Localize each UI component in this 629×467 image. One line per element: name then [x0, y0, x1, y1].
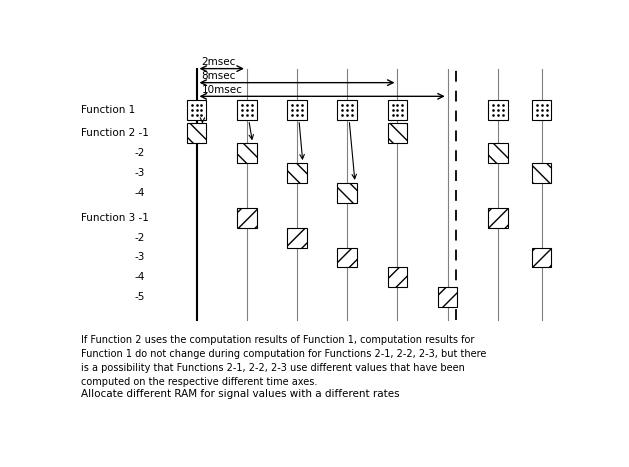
Text: 10msec: 10msec — [201, 85, 242, 94]
Bar — [287, 228, 307, 248]
Bar — [438, 287, 457, 307]
Text: Allocate different RAM for signal values with a different rates: Allocate different RAM for signal values… — [81, 389, 399, 399]
Bar — [488, 208, 508, 228]
Bar — [387, 100, 407, 120]
Text: If Function 2 uses the computation results of Function 1, computation results fo: If Function 2 uses the computation resul… — [81, 335, 486, 387]
Text: 2msec: 2msec — [201, 57, 236, 67]
Text: -4: -4 — [135, 272, 145, 282]
Bar — [387, 267, 407, 287]
Text: -3: -3 — [135, 168, 145, 178]
Bar — [287, 100, 307, 120]
Bar — [287, 163, 307, 183]
Text: -4: -4 — [135, 188, 145, 198]
Text: Function 1: Function 1 — [81, 105, 135, 115]
Bar — [532, 248, 552, 267]
Text: -2: -2 — [135, 233, 145, 243]
Bar — [237, 143, 257, 163]
Bar — [237, 208, 257, 228]
Text: Function 2 -1: Function 2 -1 — [81, 128, 149, 138]
Bar — [187, 100, 206, 120]
Bar — [338, 248, 357, 267]
Bar — [237, 100, 257, 120]
Bar — [488, 143, 508, 163]
Bar — [532, 100, 552, 120]
Text: 8msec: 8msec — [201, 71, 236, 81]
Bar — [532, 163, 552, 183]
Text: -5: -5 — [135, 292, 145, 302]
Bar — [338, 100, 357, 120]
Text: -3: -3 — [135, 252, 145, 262]
Bar — [338, 183, 357, 203]
Text: -2: -2 — [135, 148, 145, 158]
Text: Function 3 -1: Function 3 -1 — [81, 213, 149, 223]
Bar — [387, 123, 407, 143]
Bar — [187, 123, 206, 143]
Bar — [488, 100, 508, 120]
